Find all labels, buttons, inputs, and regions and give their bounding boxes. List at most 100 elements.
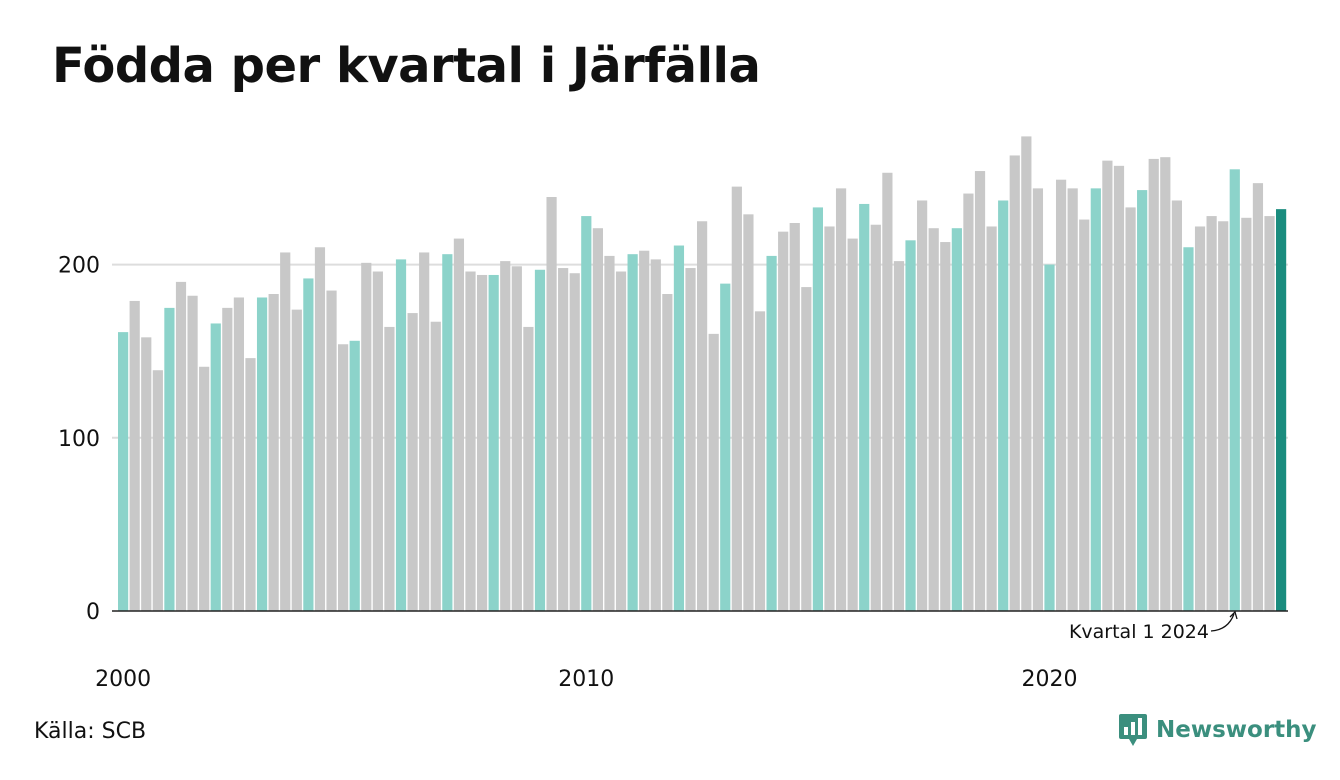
bar <box>940 242 951 612</box>
bar <box>534 269 546 611</box>
y-tick-label: 200 <box>58 254 100 279</box>
bar <box>372 271 383 611</box>
bar <box>1102 160 1113 611</box>
bar <box>824 226 835 611</box>
bar <box>697 221 708 611</box>
bar <box>245 358 256 611</box>
bar <box>917 200 928 612</box>
bar <box>118 332 129 612</box>
bar <box>673 245 685 611</box>
bar <box>627 254 638 611</box>
bar <box>1032 188 1044 612</box>
source-label: Källa: SCB <box>34 719 147 744</box>
bar <box>604 255 615 611</box>
bar <box>233 297 244 611</box>
bar <box>615 271 627 611</box>
x-tick-label: 2010 <box>558 667 614 692</box>
y-tick-label: 100 <box>58 427 100 452</box>
bar <box>743 214 754 611</box>
bar <box>280 252 291 611</box>
bar <box>905 240 916 611</box>
bar <box>488 274 499 611</box>
bar <box>731 186 742 612</box>
bar <box>1218 221 1229 611</box>
bar <box>569 273 580 611</box>
bar <box>847 238 858 611</box>
bar <box>558 268 569 611</box>
bar <box>650 259 661 612</box>
bar <box>974 171 986 612</box>
bar <box>1183 247 1194 611</box>
bar <box>349 340 360 611</box>
bar <box>662 294 673 611</box>
bar <box>303 278 314 611</box>
bar <box>511 266 522 611</box>
bar <box>1090 188 1101 612</box>
bar <box>314 247 326 611</box>
bar <box>210 323 221 611</box>
bar <box>1194 226 1206 611</box>
bar <box>407 313 418 611</box>
bar <box>708 333 719 611</box>
bar <box>998 200 1009 612</box>
bars <box>118 136 1287 612</box>
bar <box>720 283 731 612</box>
bar <box>1044 264 1055 611</box>
bar <box>986 226 997 611</box>
annotation-arrow <box>1210 613 1235 632</box>
bar <box>1206 216 1217 611</box>
brand-name: Newsworthy <box>1156 717 1317 743</box>
bar <box>1241 217 1252 612</box>
bar <box>812 207 823 611</box>
bar <box>1264 216 1275 611</box>
bar <box>338 344 349 611</box>
bar <box>882 172 893 611</box>
bar <box>430 321 441 611</box>
annotation: Kvartal 1 2024 <box>1069 610 1238 643</box>
bar <box>592 228 603 611</box>
bar <box>1009 155 1020 611</box>
bar <box>1276 209 1287 611</box>
bar <box>1148 158 1159 611</box>
bar <box>766 255 777 611</box>
bar <box>129 300 140 611</box>
bar <box>222 307 233 612</box>
bar <box>754 311 766 611</box>
bar <box>859 203 870 611</box>
chart-title: Födda per kvartal i Järfälla <box>52 38 761 94</box>
bar <box>1252 183 1264 611</box>
bar <box>453 238 465 611</box>
bar <box>951 228 962 611</box>
bar <box>465 271 476 611</box>
bar <box>546 197 557 611</box>
bar <box>141 337 152 611</box>
bar <box>1021 136 1032 611</box>
bar <box>175 281 187 611</box>
bar <box>789 223 800 611</box>
bar <box>893 261 905 611</box>
x-tick-label: 2000 <box>95 667 151 692</box>
bar <box>419 252 430 611</box>
bar <box>152 370 163 611</box>
annotation-label: Kvartal 1 2024 <box>1069 621 1209 643</box>
bar <box>1171 200 1182 612</box>
y-tick-labels: 0 100 200 <box>58 254 100 625</box>
bar <box>1137 190 1148 611</box>
bar <box>581 216 592 611</box>
bar <box>523 326 534 611</box>
bar <box>870 224 881 612</box>
newsworthy-icon <box>1119 714 1147 746</box>
bar <box>326 290 337 611</box>
bar <box>256 297 268 611</box>
y-tick-label: 0 <box>86 600 100 625</box>
x-tick-label: 2020 <box>1022 667 1078 692</box>
bar <box>685 268 696 611</box>
bar <box>1055 179 1067 611</box>
bar <box>268 294 279 611</box>
bar <box>291 309 302 611</box>
bar <box>639 250 650 611</box>
bar <box>835 188 847 612</box>
bar <box>361 262 372 611</box>
bar <box>1160 157 1171 611</box>
